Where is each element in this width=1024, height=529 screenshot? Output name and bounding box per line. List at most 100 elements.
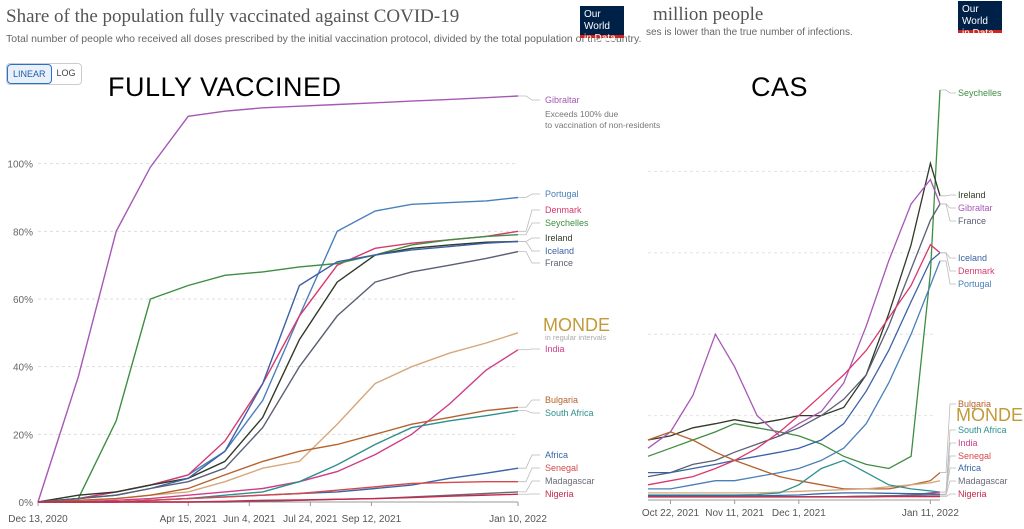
gibraltar-note-line: to vaccination of non-residents (545, 120, 660, 130)
series-label-france: France (545, 258, 573, 268)
line-gibraltar (37, 95, 519, 503)
series-label-denmark: Denmark (545, 205, 582, 215)
series-label-south-africa: South Africa (545, 408, 594, 418)
series-label-nigeria: Nigeria (545, 489, 574, 499)
cases-series-label-south-africa: South Africa (958, 425, 1007, 435)
line-south-africa (648, 459, 941, 496)
series-label-seychelles: Seychelles (545, 218, 589, 228)
monde-label-left: MONDE (543, 315, 610, 335)
label-connector (940, 493, 956, 497)
cases-series-label-madagascar: Madagascar (958, 476, 1008, 486)
fully-vaccinated-overlay-label: FULLY VACCINED (108, 72, 342, 102)
series-label-iceland: Iceland (545, 246, 574, 256)
y-tick-label: 40% (13, 363, 33, 374)
line-ireland (37, 240, 519, 503)
line-france (647, 203, 941, 478)
label-connector (940, 403, 956, 473)
owid-logo-line1: Our World (584, 9, 610, 32)
log-scale-button[interactable]: LOG (56, 68, 76, 78)
line-portugal (37, 196, 519, 503)
interval-annotation: in regular intervals (545, 333, 607, 342)
label-connector (518, 222, 540, 236)
line-bulgaria (647, 431, 941, 490)
label-connector (518, 95, 540, 101)
y-tick-label: 0% (19, 498, 34, 509)
x-tick-label: Dec 1, 2021 (772, 508, 826, 519)
label-connector (940, 260, 956, 285)
cases-series-label-iceland: Iceland (958, 253, 987, 263)
x-tick-label: Jun 4, 2021 (223, 514, 276, 525)
owid-logo[interactable]: Our World in Data (580, 6, 624, 44)
label-connector (518, 467, 540, 483)
x-tick-label: Jan 11, 2022 (902, 508, 960, 519)
line-india (38, 349, 519, 503)
label-connector (940, 480, 956, 496)
series-label-africa: Africa (545, 450, 568, 460)
cases-series-label-portugal: Portugal (958, 279, 992, 289)
cases-series-label-africa: Africa (958, 463, 981, 473)
series-label-portugal: Portugal (545, 189, 579, 199)
series-label-india: India (545, 344, 565, 354)
cases-series-label-seychelles: Seychelles (958, 88, 1002, 98)
cases-series-label-senegal: Senegal (958, 451, 991, 461)
line-ireland (647, 160, 941, 441)
label-connector (940, 467, 956, 495)
owid-logo-right[interactable]: Our World in Data (958, 1, 1002, 39)
owid-logo-right-line1: Our World (962, 4, 988, 27)
line-seychelles (647, 89, 941, 470)
line-portugal (648, 260, 941, 490)
label-connector (518, 193, 540, 198)
label-connector (518, 209, 540, 232)
cases-series-label-ireland: Ireland (958, 190, 986, 200)
linear-scale-button[interactable]: LINEAR (7, 64, 52, 84)
line-nigeria (38, 493, 519, 503)
x-tick-label: Jan 10, 2022 (489, 514, 547, 525)
label-connector (518, 410, 540, 414)
y-tick-label: 100% (7, 160, 33, 171)
line-africa (648, 492, 941, 497)
label-connector (518, 241, 540, 252)
label-connector (940, 89, 956, 94)
line-world (648, 480, 941, 494)
label-connector (518, 454, 540, 469)
y-tick-label: 80% (13, 227, 33, 238)
owid-logo-line2: in Data (584, 33, 616, 44)
label-connector (940, 194, 956, 197)
line-denmark (647, 243, 941, 486)
line-iceland (648, 252, 941, 474)
series-label-gibraltar: Gibraltar (545, 95, 580, 105)
cases-series-label-denmark: Denmark (958, 266, 995, 276)
line-bulgaria (37, 406, 519, 503)
x-tick-label: Sep 12, 2021 (342, 514, 402, 525)
cases-series-label-bulgaria: Bulgaria (958, 399, 991, 409)
line-iceland (37, 240, 519, 503)
cases-series-label-nigeria: Nigeria (958, 489, 987, 499)
label-connector (940, 252, 956, 272)
x-tick-label: Apr 15, 2021 (160, 514, 218, 525)
cases-series-label-india: India (958, 438, 978, 448)
line-south-africa (38, 409, 519, 503)
scale-toggle[interactable]: LINEAR LOG (6, 63, 82, 85)
cases-chart-title: million people (653, 4, 764, 25)
x-tick-label: Jul 24, 2021 (283, 514, 338, 525)
chart-subtitle: Total number of people who received all … (6, 33, 642, 45)
label-connector (940, 203, 956, 209)
cases-series-label-france: France (958, 216, 986, 226)
label-connector (940, 203, 956, 222)
chart-title: Share of the population fully vaccinated… (6, 6, 460, 27)
cases-overlay-label: CAS (751, 72, 809, 102)
line-gibraltar (647, 178, 941, 449)
label-connector (940, 252, 956, 259)
label-connector (518, 480, 540, 493)
label-connector (518, 399, 540, 408)
cases-series-label-gibraltar: Gibraltar (958, 203, 993, 213)
series-label-ireland: Ireland (545, 233, 573, 243)
x-tick-label: Dec 13, 2020 (8, 514, 68, 525)
cases-chart-subtitle: ses is lower than the true number of inf… (646, 27, 853, 38)
y-tick-label: 20% (13, 430, 33, 441)
monde-label-right: MONDE (956, 405, 1023, 425)
line-france (37, 250, 519, 503)
x-tick-label: Nov 11, 2021 (705, 508, 764, 519)
x-tick-label: Oct 22, 2021 (642, 508, 700, 519)
